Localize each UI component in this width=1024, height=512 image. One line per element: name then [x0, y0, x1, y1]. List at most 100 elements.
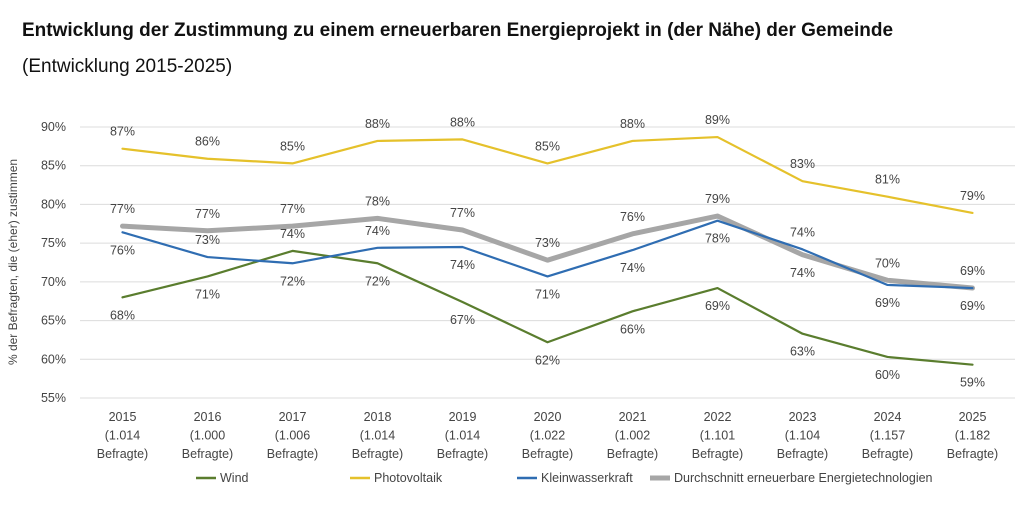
data-label: 77%	[110, 202, 135, 216]
data-label: 74%	[450, 258, 475, 272]
data-label: 79%	[960, 189, 985, 203]
x-tick-label: Befragte)	[607, 447, 658, 461]
chart-title: Entwicklung der Zustimmung zu einem erne…	[22, 20, 894, 41]
data-label: 78%	[705, 232, 730, 246]
y-tick-label: 60%	[41, 352, 66, 366]
data-label: 63%	[790, 345, 815, 359]
x-tick-label: Befragte)	[777, 447, 828, 461]
data-label: 74%	[620, 261, 645, 275]
data-label: 73%	[535, 236, 560, 250]
legend: Wind Photovoltaik Kleinwasserkraft Durchsch…	[196, 471, 933, 485]
data-label: 72%	[365, 274, 390, 288]
data-label: 59%	[960, 376, 985, 390]
x-tick-label: Befragte)	[692, 447, 743, 461]
x-tick-label: Befragte)	[352, 447, 403, 461]
y-tick-label: 80%	[41, 197, 66, 211]
legend-label: Durchschnitt erneuerbare Energietechnolo…	[674, 471, 933, 485]
data-label: 72%	[280, 274, 305, 288]
x-tick-label: 2015	[109, 410, 137, 424]
series-line-0	[121, 249, 974, 366]
data-label: 73%	[195, 233, 220, 247]
data-label: 74%	[790, 266, 815, 280]
data-label: 68%	[110, 308, 135, 322]
data-label: 74%	[280, 227, 305, 241]
data-label: 88%	[365, 117, 390, 131]
data-label: 85%	[535, 139, 560, 153]
data-label: 77%	[450, 206, 475, 220]
legend-label: Kleinwasserkraft	[541, 471, 633, 485]
data-label: 88%	[450, 115, 475, 129]
data-label: 85%	[280, 139, 305, 153]
data-label: 74%	[790, 225, 815, 239]
y-tick-label: 55%	[41, 391, 66, 405]
data-label: 69%	[960, 299, 985, 313]
legend-label: Photovoltaik	[374, 471, 443, 485]
x-tick-label: 2022	[704, 410, 732, 424]
y-axis-ticks: 55% 60% 65% 70% 75% 80% 85% 90%	[41, 120, 66, 405]
chart-subtitle: (Entwicklung 2015-2025)	[22, 56, 233, 77]
series-lines	[120, 135, 975, 366]
y-axis-label: % der Befragten, die (eher) zustimmen	[6, 159, 20, 365]
data-label: 77%	[280, 202, 305, 216]
data-labels: 68% 71% 74% 72% 67% 62% 66% 69% 63% 60% 59% 87% 86% 8…	[110, 113, 985, 390]
x-axis-ticks: 2015 (1.014 Befragte) 2016 (1.000 Befragte) 20…	[97, 410, 998, 461]
x-tick-label: (1.101	[700, 429, 735, 443]
data-label: 74%	[365, 224, 390, 238]
data-label: 71%	[195, 287, 220, 301]
data-label: 66%	[620, 322, 645, 336]
data-label: 71%	[535, 287, 560, 301]
x-tick-label: 2017	[279, 410, 307, 424]
x-tick-label: (1.006	[275, 429, 310, 443]
series-line-1	[121, 135, 974, 215]
data-label: 83%	[790, 157, 815, 171]
data-label: 88%	[620, 117, 645, 131]
data-label: 67%	[450, 313, 475, 327]
y-tick-label: 85%	[41, 159, 66, 173]
y-tick-label: 75%	[41, 236, 66, 250]
data-label: 81%	[875, 173, 900, 187]
x-tick-label: (1.000	[190, 429, 225, 443]
y-tick-label: 70%	[41, 275, 66, 289]
data-label: 69%	[875, 296, 900, 310]
x-tick-label: 2016	[194, 410, 222, 424]
data-label: 62%	[535, 353, 560, 367]
x-tick-label: (1.014	[445, 429, 480, 443]
legend-label: Wind	[220, 471, 249, 485]
data-label: 77%	[195, 207, 220, 221]
x-tick-label: Befragte)	[437, 447, 488, 461]
data-label: 79%	[705, 192, 730, 206]
x-tick-label: (1.182	[955, 429, 990, 443]
x-tick-label: 2020	[534, 410, 562, 424]
series-line-2	[121, 219, 974, 290]
data-label: 87%	[110, 125, 135, 139]
x-tick-label: Befragte)	[862, 447, 913, 461]
x-tick-label: (1.104	[785, 429, 820, 443]
x-tick-label: 2018	[364, 410, 392, 424]
x-tick-label: 2025	[959, 410, 987, 424]
data-label: 76%	[620, 210, 645, 224]
x-tick-label: Befragte)	[947, 447, 998, 461]
x-tick-label: 2021	[619, 410, 647, 424]
y-tick-label: 65%	[41, 314, 66, 328]
data-label: 89%	[705, 113, 730, 127]
series-line-3	[120, 213, 975, 291]
x-tick-label: (1.014	[105, 429, 140, 443]
data-label: 76%	[110, 243, 135, 257]
x-tick-label: (1.157	[870, 429, 905, 443]
x-tick-label: (1.022	[530, 429, 565, 443]
x-tick-label: Befragte)	[97, 447, 148, 461]
x-tick-label: (1.014	[360, 429, 395, 443]
data-label: 86%	[195, 135, 220, 149]
data-label: 69%	[705, 299, 730, 313]
x-tick-label: Befragte)	[522, 447, 573, 461]
data-label: 69%	[960, 264, 985, 278]
data-label: 60%	[875, 368, 900, 382]
gridlines	[80, 126, 1015, 399]
x-tick-label: 2023	[789, 410, 817, 424]
x-tick-label: 2019	[449, 410, 477, 424]
data-label: 70%	[875, 256, 900, 270]
x-tick-label: (1.002	[615, 429, 650, 443]
x-tick-label: Befragte)	[182, 447, 233, 461]
x-tick-label: 2024	[874, 410, 902, 424]
